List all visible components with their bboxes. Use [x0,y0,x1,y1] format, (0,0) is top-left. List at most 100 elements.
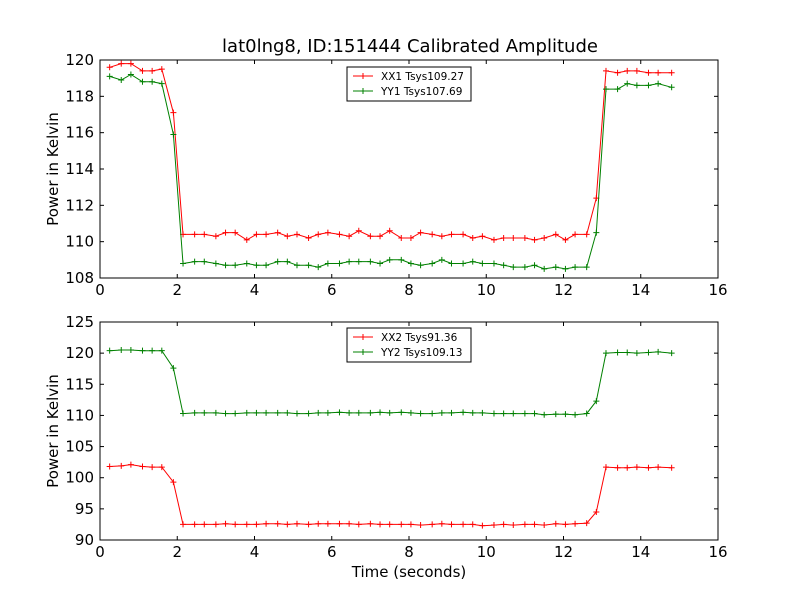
top-series-2-point [668,84,675,91]
top-series-2-point [572,264,579,271]
top-series-2-point [593,229,600,236]
bottom-series-1-point [645,464,652,471]
top-series-1-point [293,231,300,238]
bottom-y-tick-label: 110 [65,406,94,424]
top-series-1-point [222,229,229,236]
top-series-2-point [324,260,331,267]
bottom-series-2-point [139,347,146,354]
top-series-1-point [243,236,250,243]
top-series-1-point [346,233,353,240]
top-series-2-point [284,258,291,265]
bottom-series-1-point [243,521,250,528]
top-series-1-point [541,235,548,242]
bottom-legend-label-2: YY2 Tsys109.13 [380,347,462,359]
top-series-1-point [139,67,146,74]
top-series-1-point [645,69,652,76]
top-series-2-point [180,260,187,267]
top-series-1-point [127,60,134,67]
bottom-x-tick-label: 0 [95,543,105,561]
bottom-series-1-point [377,521,384,528]
bottom-y-tick-label: 105 [65,438,94,456]
top-series-2-point [479,260,486,267]
top-x-tick-label: 2 [172,281,182,299]
bottom-series-2-point [479,409,486,416]
bottom-series-1-point [490,522,497,529]
bottom-series-2-point [284,409,291,416]
bottom-series-2-point [583,410,590,417]
top-series-2-point [139,78,146,85]
top-series-2-point [521,264,528,271]
top-series-1-point [510,235,517,242]
top-legend [346,66,472,102]
top-series-1-point [191,231,198,238]
top-x-tick-label: 0 [95,281,105,299]
bottom-series-1-point [201,521,208,528]
bottom-series-1-point [212,521,219,528]
bottom-series-1-point [500,521,507,528]
bottom-x-tick-label: 16 [708,543,727,561]
top-series-2-point [583,264,590,271]
bottom-series-2-point [500,410,507,417]
top-series-1-point [448,231,455,238]
top-series-2-point [417,262,424,269]
top-series-2-point [377,260,384,267]
bottom-series-2-point [541,411,548,418]
bottom-y-tick-label: 100 [65,469,94,487]
bottom-series-2-point [222,410,229,417]
bottom-series-1-point [355,521,362,528]
bottom-series-1-point [118,462,125,469]
top-series-2-point [305,262,312,269]
top-series-1-point [232,229,239,236]
top-series-2-point [201,258,208,265]
bottom-series-1-point [510,522,517,529]
bottom-series-1-point [583,520,590,527]
top-series-2-point [655,80,662,87]
top-series-1-point [602,67,609,74]
top-series-1-point [668,69,675,76]
top-series-2-point [645,82,652,89]
top-series-2-point [315,264,322,271]
top-series-1-point [118,60,125,67]
bottom-series-2-point [429,410,436,417]
bottom-series-2-point [398,409,405,416]
bottom-series-1-point [552,520,559,527]
bottom-x-tick-label: 6 [327,543,337,561]
top-legend-label-1: XX1 Tsys109.27 [381,71,464,83]
top-series-2-point [407,260,414,267]
bottom-series-2-point [469,409,476,416]
bottom-series-1-point [324,520,331,527]
top-series-2-point [500,262,507,269]
bottom-series-2-point [562,411,569,418]
bottom-series-2-point [191,409,198,416]
top-series-2-point [127,71,134,78]
bottom-series-2-point [180,410,187,417]
top-x-tick-label: 6 [327,281,337,299]
top-series-1-point [438,233,445,240]
top-y-tick-label: 118 [65,87,94,105]
top-series-2-point [263,262,270,269]
top-y-tick-label: 108 [65,269,94,287]
top-series-2-point [232,262,239,269]
top-series-2-point [602,86,609,93]
top-series-2-point [541,265,548,272]
top-series-1-point [531,236,538,243]
bottom-series-2-point [336,409,343,416]
bottom-series-2-point [293,410,300,417]
bottom-x-tick-label: 14 [631,543,650,561]
top-series-2-point [469,258,476,265]
top-series-2-point [149,78,156,85]
bottom-series-2-point [490,410,497,417]
top-x-tick-label: 10 [477,281,496,299]
bottom-series-2-point [243,409,250,416]
bottom-series-1-point [274,520,281,527]
bottom-series-2-point [263,409,270,416]
bottom-series-2-point [614,349,621,356]
bottom-series-1-point [572,520,579,527]
bottom-series-2-point [438,409,445,416]
top-series-2-point [336,260,343,267]
top-series-1-point [490,236,497,243]
top-series-2-point [191,258,198,265]
bottom-series-1-point [448,521,455,528]
top-series-2-point [170,131,177,138]
bottom-series-2-point [521,410,528,417]
